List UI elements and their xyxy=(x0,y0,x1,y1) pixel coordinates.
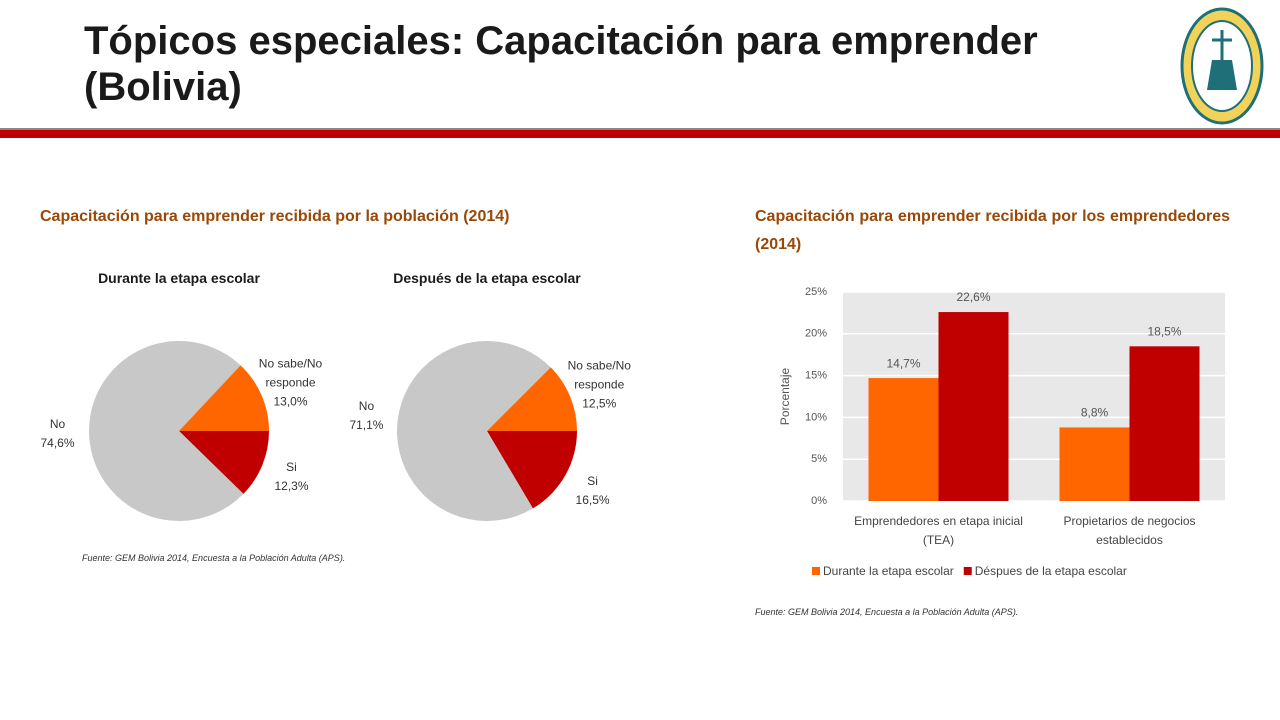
y-tick-label: 10% xyxy=(805,411,827,423)
slice-label: Si 16,5% xyxy=(558,472,628,510)
slice-value: 13,0% xyxy=(273,394,308,409)
slice-label: No 71,1% xyxy=(331,397,401,435)
legend-swatch xyxy=(812,567,820,575)
slice-name: No sabe/No responde xyxy=(258,356,323,390)
pie-slice xyxy=(179,431,269,494)
y-tick-label: 5% xyxy=(811,453,827,465)
slice-name: Si xyxy=(587,474,598,489)
pie-slice xyxy=(487,367,577,431)
data-label: 18,5% xyxy=(1147,325,1181,339)
section-heading: Capacitación para emprender recibida por… xyxy=(40,208,510,225)
pie-title: Después de la etapa escolar xyxy=(393,270,581,286)
slice-name: Si xyxy=(286,459,297,474)
pie-title: Durante la etapa escolar xyxy=(98,270,260,286)
pie-slice xyxy=(88,341,244,521)
slice-name: No sabe/No responde xyxy=(567,358,631,392)
pie-slice xyxy=(487,431,577,509)
y-tick-label: 25% xyxy=(805,286,827,298)
section-heading: Capacitación para emprender recibida por… xyxy=(755,208,1230,253)
legend-swatch xyxy=(963,567,972,575)
y-tick-label: 0% xyxy=(811,495,827,507)
data-label: 8,8% xyxy=(1081,406,1109,420)
slide-title: Tópicos especiales: Capacitación para em… xyxy=(84,19,1038,109)
data-label: 14,7% xyxy=(886,356,920,370)
data-label: 22,6% xyxy=(956,290,990,304)
x-tick-label: Emprendedores en etapa inicial (TEA) xyxy=(854,514,1023,547)
bar xyxy=(1059,427,1130,501)
slice-value: 74,6% xyxy=(40,435,75,450)
bar xyxy=(938,312,1009,501)
source: Fuente: GEM Bolivia 2014, Encuesta a la … xyxy=(755,607,1019,617)
bar xyxy=(1129,346,1200,501)
slice-label: No sabe/No responde 12,5% xyxy=(564,356,634,413)
x-tick-label: Propietarios de negocios establecidos xyxy=(1063,514,1196,547)
slice-label: Si 12,3% xyxy=(257,458,327,496)
source: Fuente: GEM Bolivia 2014, Encuesta a la … xyxy=(82,553,346,563)
slice-name: No xyxy=(49,416,66,431)
header-bar-edge xyxy=(0,128,1280,130)
y-tick-label: 15% xyxy=(805,370,827,382)
bar xyxy=(868,378,939,501)
slice-value: 16,5% xyxy=(575,493,610,508)
header-bar xyxy=(0,128,1280,138)
logo xyxy=(1180,7,1264,125)
legend-label: Durante la etapa escolar xyxy=(823,564,954,578)
pie-slice xyxy=(179,365,269,431)
slice-label: No sabe/No responde 13,0% xyxy=(255,354,325,411)
slice-value: 71,1% xyxy=(349,417,384,432)
slice-name: No xyxy=(358,398,375,413)
y-axis-label: Porcentaje xyxy=(778,367,792,425)
pie-slice xyxy=(397,340,551,521)
slice-value: 12,5% xyxy=(582,396,617,411)
slice-value: 12,3% xyxy=(274,478,309,493)
y-tick-label: 20% xyxy=(805,328,827,340)
slice-label: No 74,6% xyxy=(23,415,93,453)
legend-label: Déspues de la etapa escolar xyxy=(975,564,1127,578)
